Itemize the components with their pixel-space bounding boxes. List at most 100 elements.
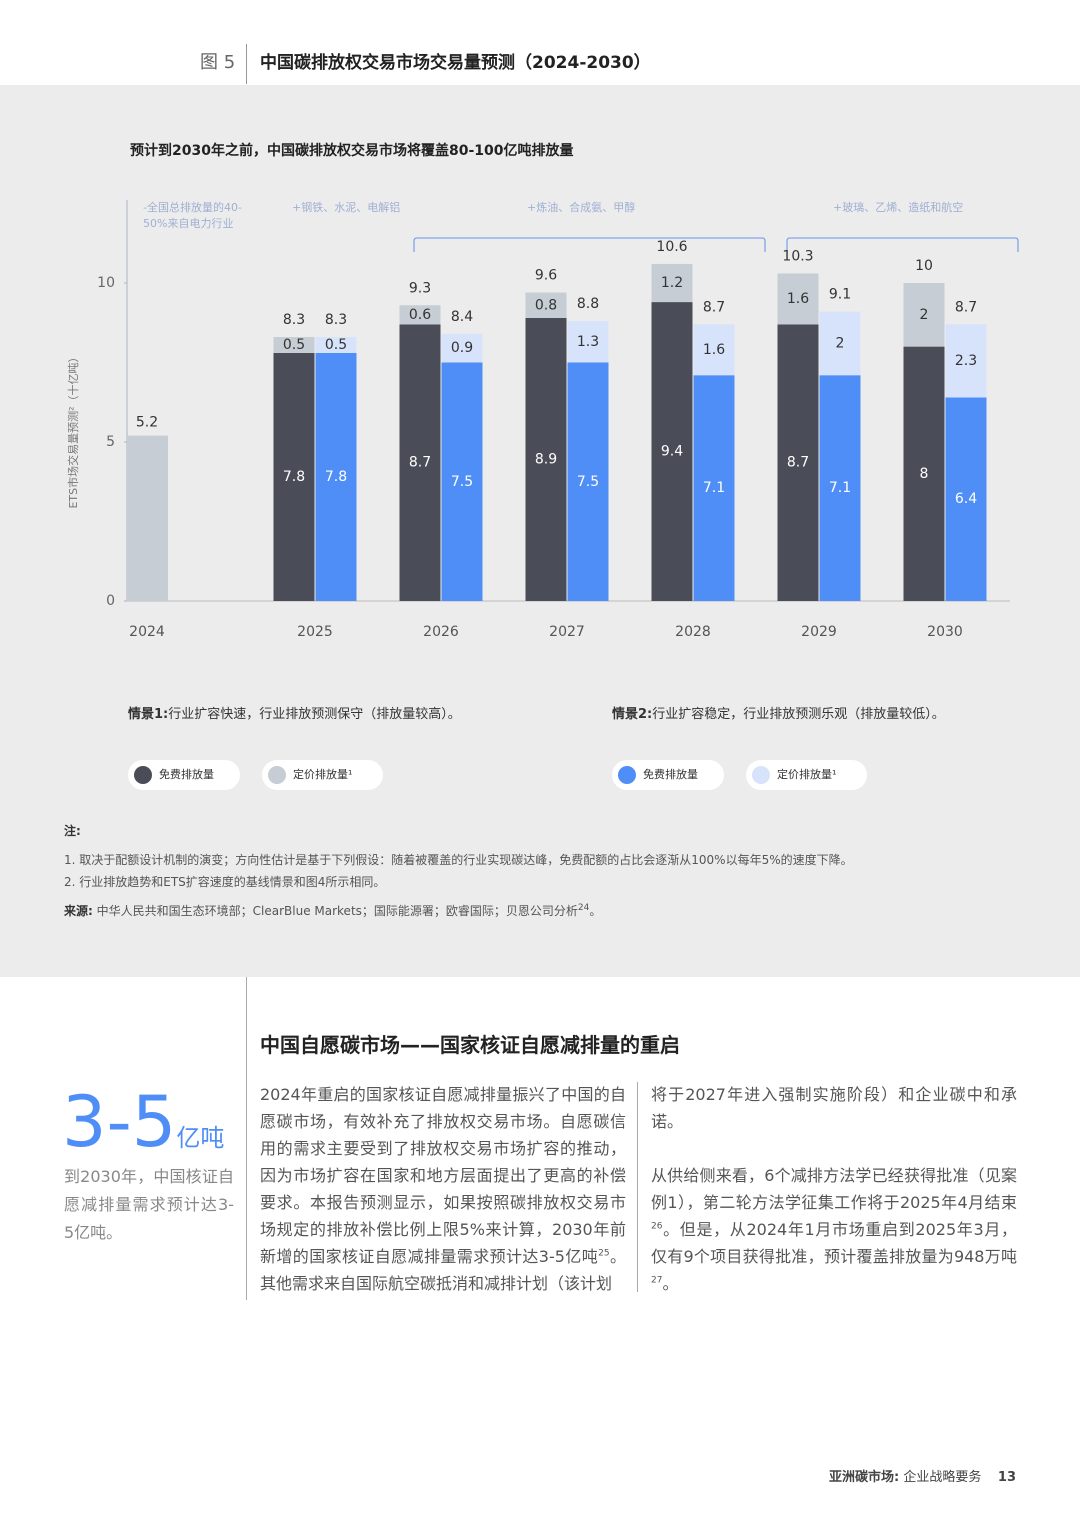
footer-report: 亚洲碳市场: [829, 1470, 900, 1485]
divider [246, 44, 247, 84]
data-label: 6.4 [955, 491, 977, 507]
stat-unit: 亿吨 [176, 1124, 225, 1152]
scenario-caption: 情景1:行业扩容快速，行业排放预测保守（排放量较高）。 [128, 706, 461, 722]
footnote-ref: 26 [651, 1221, 663, 1232]
bar-segment [525, 292, 567, 318]
legend-pill [612, 760, 724, 790]
total-label: 8.7 [955, 299, 977, 315]
scenario-text: 行业扩容快速，行业排放预测保守（排放量较高）。 [168, 706, 461, 722]
y-axis-label: ETS市场交易量预测²（十亿吨） [66, 351, 80, 508]
legend-label: 定价排放量¹ [293, 767, 352, 781]
legend-pill [262, 760, 383, 790]
legend-label: 免费排放量 [643, 767, 698, 781]
bar-segment [441, 333, 483, 363]
legend-label: 定价排放量¹ [777, 767, 836, 781]
total-label: 9.3 [409, 280, 431, 296]
data-label: 9.4 [661, 444, 683, 460]
data-label: 0.9 [451, 340, 473, 356]
chart: 预计到2030年之前，中国碳排放权交易市场将覆盖80-100亿吨排放量 ETS市… [66, 142, 1019, 790]
source-label: 来源: [64, 904, 93, 918]
note: 1. 取决于配额设计机制的演变；方向性估计是基于下列假设：随着被覆盖的行业实现碳… [64, 853, 853, 867]
annotation: 50%来自电力行业 [143, 217, 233, 230]
data-label: 2 [920, 307, 929, 323]
text: 。但是，从2024年1月市场重启到2025年3月，仅有9个项目获得批准，预计覆盖… [651, 1220, 1017, 1266]
data-label: 8.7 [409, 455, 431, 471]
total-label: 10 [915, 258, 933, 274]
x-tick-label: 2024 [129, 624, 165, 640]
bar-segment [945, 324, 987, 398]
x-tick-label: 2027 [549, 624, 585, 640]
stat: 3-5亿吨 [62, 1082, 224, 1162]
x-tick-label: 2026 [423, 624, 459, 640]
text: 从供给侧来看，6个减排方法学已经获得批准（见案例1），第二轮方法学征集工作将于2… [651, 1166, 1017, 1212]
total-label: 10.3 [782, 248, 813, 264]
data-label: 0.6 [409, 307, 431, 323]
text: 。其他需求来自国际航空碳抵消和减排计划（该计划 [260, 1247, 626, 1293]
text: 将于2027年进入强制实施阶段）和企业碳中和承诺。 [651, 1085, 1017, 1131]
bar-segment [777, 324, 819, 601]
annotation: +玻璃、乙烯、造纸和航空 [833, 200, 963, 214]
data-label: 7.8 [325, 469, 347, 485]
bar-segment [945, 397, 987, 601]
bar-segment [693, 324, 735, 376]
bar-segment [819, 311, 861, 376]
annotation: +炼油、合成氨、甲醇 [527, 200, 635, 214]
text-column: 2024年重启的国家核证自愿减排量振兴了中国的自愿碳市场，有效补充了排放权交易市… [260, 1081, 626, 1324]
bracket [413, 237, 766, 252]
chart-subtitle: 预计到2030年之前，中国碳排放权交易市场将覆盖80-100亿吨排放量 [130, 142, 573, 159]
note: 2. 行业排放趋势和ETS扩容速度的基线情景和图4所示相同。 [64, 875, 386, 889]
bar-segment [399, 324, 441, 601]
data-label: 1.6 [703, 342, 725, 358]
data-label: 8.7 [787, 455, 809, 471]
total-label: 9.1 [829, 287, 851, 303]
legend-swatch [268, 766, 286, 784]
data-label: 0.5 [325, 337, 347, 353]
data-label: 0.8 [535, 297, 557, 313]
legend-label: 免费排放量 [159, 767, 214, 781]
data-label: 2 [836, 335, 845, 351]
total-label: 8.4 [451, 309, 473, 325]
paragraph: 2024年重启的国家核证自愿减排量振兴了中国的自愿碳市场，有效补充了排放权交易市… [260, 1081, 626, 1297]
total-label: 10.6 [656, 239, 687, 255]
x-tick-label: 2029 [801, 624, 837, 640]
section-heading: 中国自愿碳市场——国家核证自愿减排量的重启 [260, 1033, 680, 1057]
legend-swatch [134, 766, 152, 784]
data-label: 7.1 [703, 480, 725, 496]
data-label: 7.5 [577, 474, 599, 490]
bar-segment [777, 273, 819, 325]
annotation: +钢铁、水泥、电解铝 [292, 200, 400, 214]
bar-segment [273, 352, 315, 601]
legend-swatch [618, 766, 636, 784]
paragraph: 从供给侧来看，6个减排方法学已经获得批准（见案例1），第二轮方法学征集工作将于2… [651, 1162, 1017, 1297]
bar-segment [651, 302, 693, 601]
total-label: 8.3 [283, 312, 305, 328]
data-label: 7.1 [829, 480, 851, 496]
total-label: 9.6 [535, 268, 557, 284]
data-label: 2.3 [955, 353, 977, 369]
bar-segment [525, 317, 567, 601]
x-tick-label: 2030 [927, 624, 963, 640]
bar-segment [903, 346, 945, 601]
total-label: 8.3 [325, 312, 347, 328]
bar-segment [567, 321, 609, 363]
data-label: 1.3 [577, 334, 599, 350]
legend-swatch [752, 766, 770, 784]
bracket [786, 237, 1019, 252]
stat-value: 3-5 [62, 1081, 177, 1163]
total-label: 8.7 [703, 299, 725, 315]
bar-segment [903, 283, 945, 347]
annotation: -全国总排放量的40- [143, 200, 242, 214]
figure-title: 中国碳排放权交易市场交易量预测（2024-2030） [260, 53, 651, 73]
scenario-label: 情景1: [128, 706, 168, 722]
figure-label: 图 5 [200, 52, 236, 73]
legend-pill [746, 760, 867, 790]
legend-pill [128, 760, 240, 790]
x-tick-label: 2025 [297, 624, 333, 640]
scenario-caption: 情景2:行业扩容稳定，行业排放预测乐观（排放量较低）。 [612, 706, 945, 722]
footer-subtitle: 企业战略要务 [903, 1470, 982, 1485]
bar-segment [651, 263, 693, 303]
source-end: 。 [589, 904, 602, 918]
divider [246, 977, 247, 1300]
data-label: 7.5 [451, 474, 473, 490]
